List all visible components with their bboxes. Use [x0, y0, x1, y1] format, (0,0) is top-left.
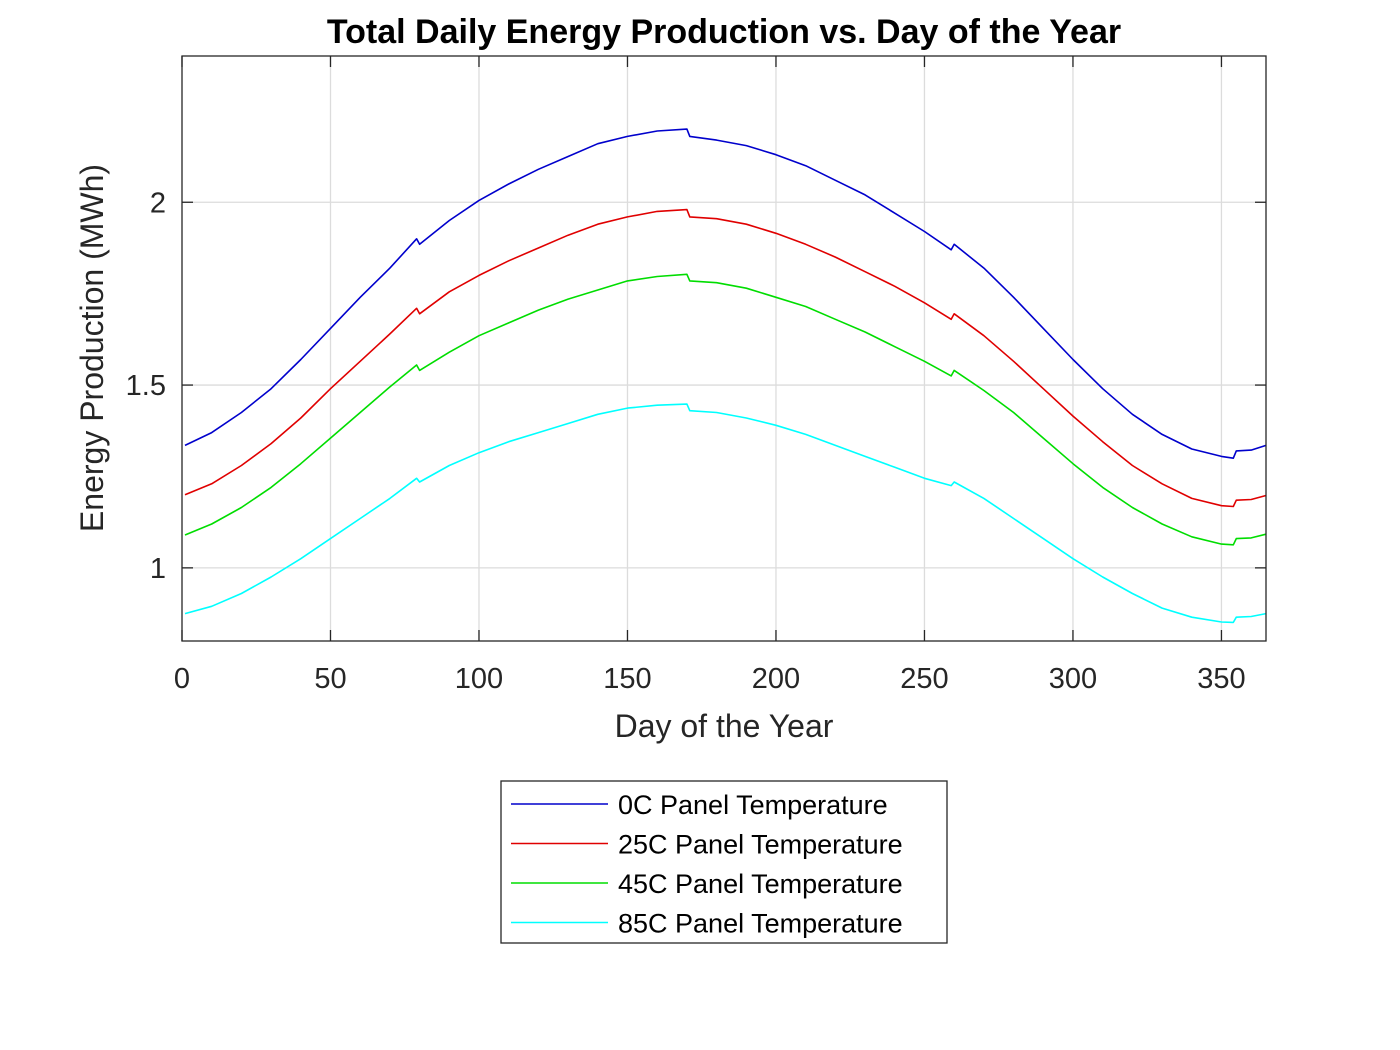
x-tick-label: 350: [1197, 663, 1245, 695]
chart-title: Total Daily Energy Production vs. Day of…: [327, 13, 1121, 51]
x-axis-label: Day of the Year: [615, 708, 834, 744]
series-line-0: [184, 128, 1267, 459]
x-tick-label: 250: [900, 663, 948, 695]
legend-label-0: 0C Panel Temperature: [618, 790, 888, 820]
x-tick-label: 100: [455, 663, 503, 695]
legend-box: [500, 780, 948, 944]
y-tick-label: 1.5: [126, 370, 166, 402]
x-tick-label: 150: [603, 663, 651, 695]
y-tick-labels: 11.52: [126, 187, 166, 585]
legend-label-1: 25C Panel Temperature: [618, 830, 903, 860]
series-line-2: [184, 273, 1267, 546]
y-tick-label: 2: [150, 187, 166, 219]
legend-label-3: 85C Panel Temperature: [618, 909, 903, 939]
legend: 0C Panel Temperature 25C Panel Temperatur…: [500, 780, 948, 944]
axis-ticks: [181, 56, 1266, 641]
x-tick-label: 300: [1049, 663, 1097, 695]
series-line-3: [184, 403, 1267, 624]
plot-area-frame: [181, 55, 1267, 642]
x-tick-label: 50: [314, 663, 346, 695]
y-tick-label: 1: [150, 553, 166, 585]
series-lines: [184, 128, 1267, 624]
x-tick-label: 200: [752, 663, 800, 695]
x-tick-labels: 0 50 100 150 200 250 300 350: [174, 663, 1246, 695]
y-axis-label: Energy Production (MWh): [74, 164, 110, 532]
x-tick-label: 0: [174, 663, 190, 695]
legend-label-2: 45C Panel Temperature: [618, 869, 903, 899]
series-line-1: [184, 208, 1267, 508]
